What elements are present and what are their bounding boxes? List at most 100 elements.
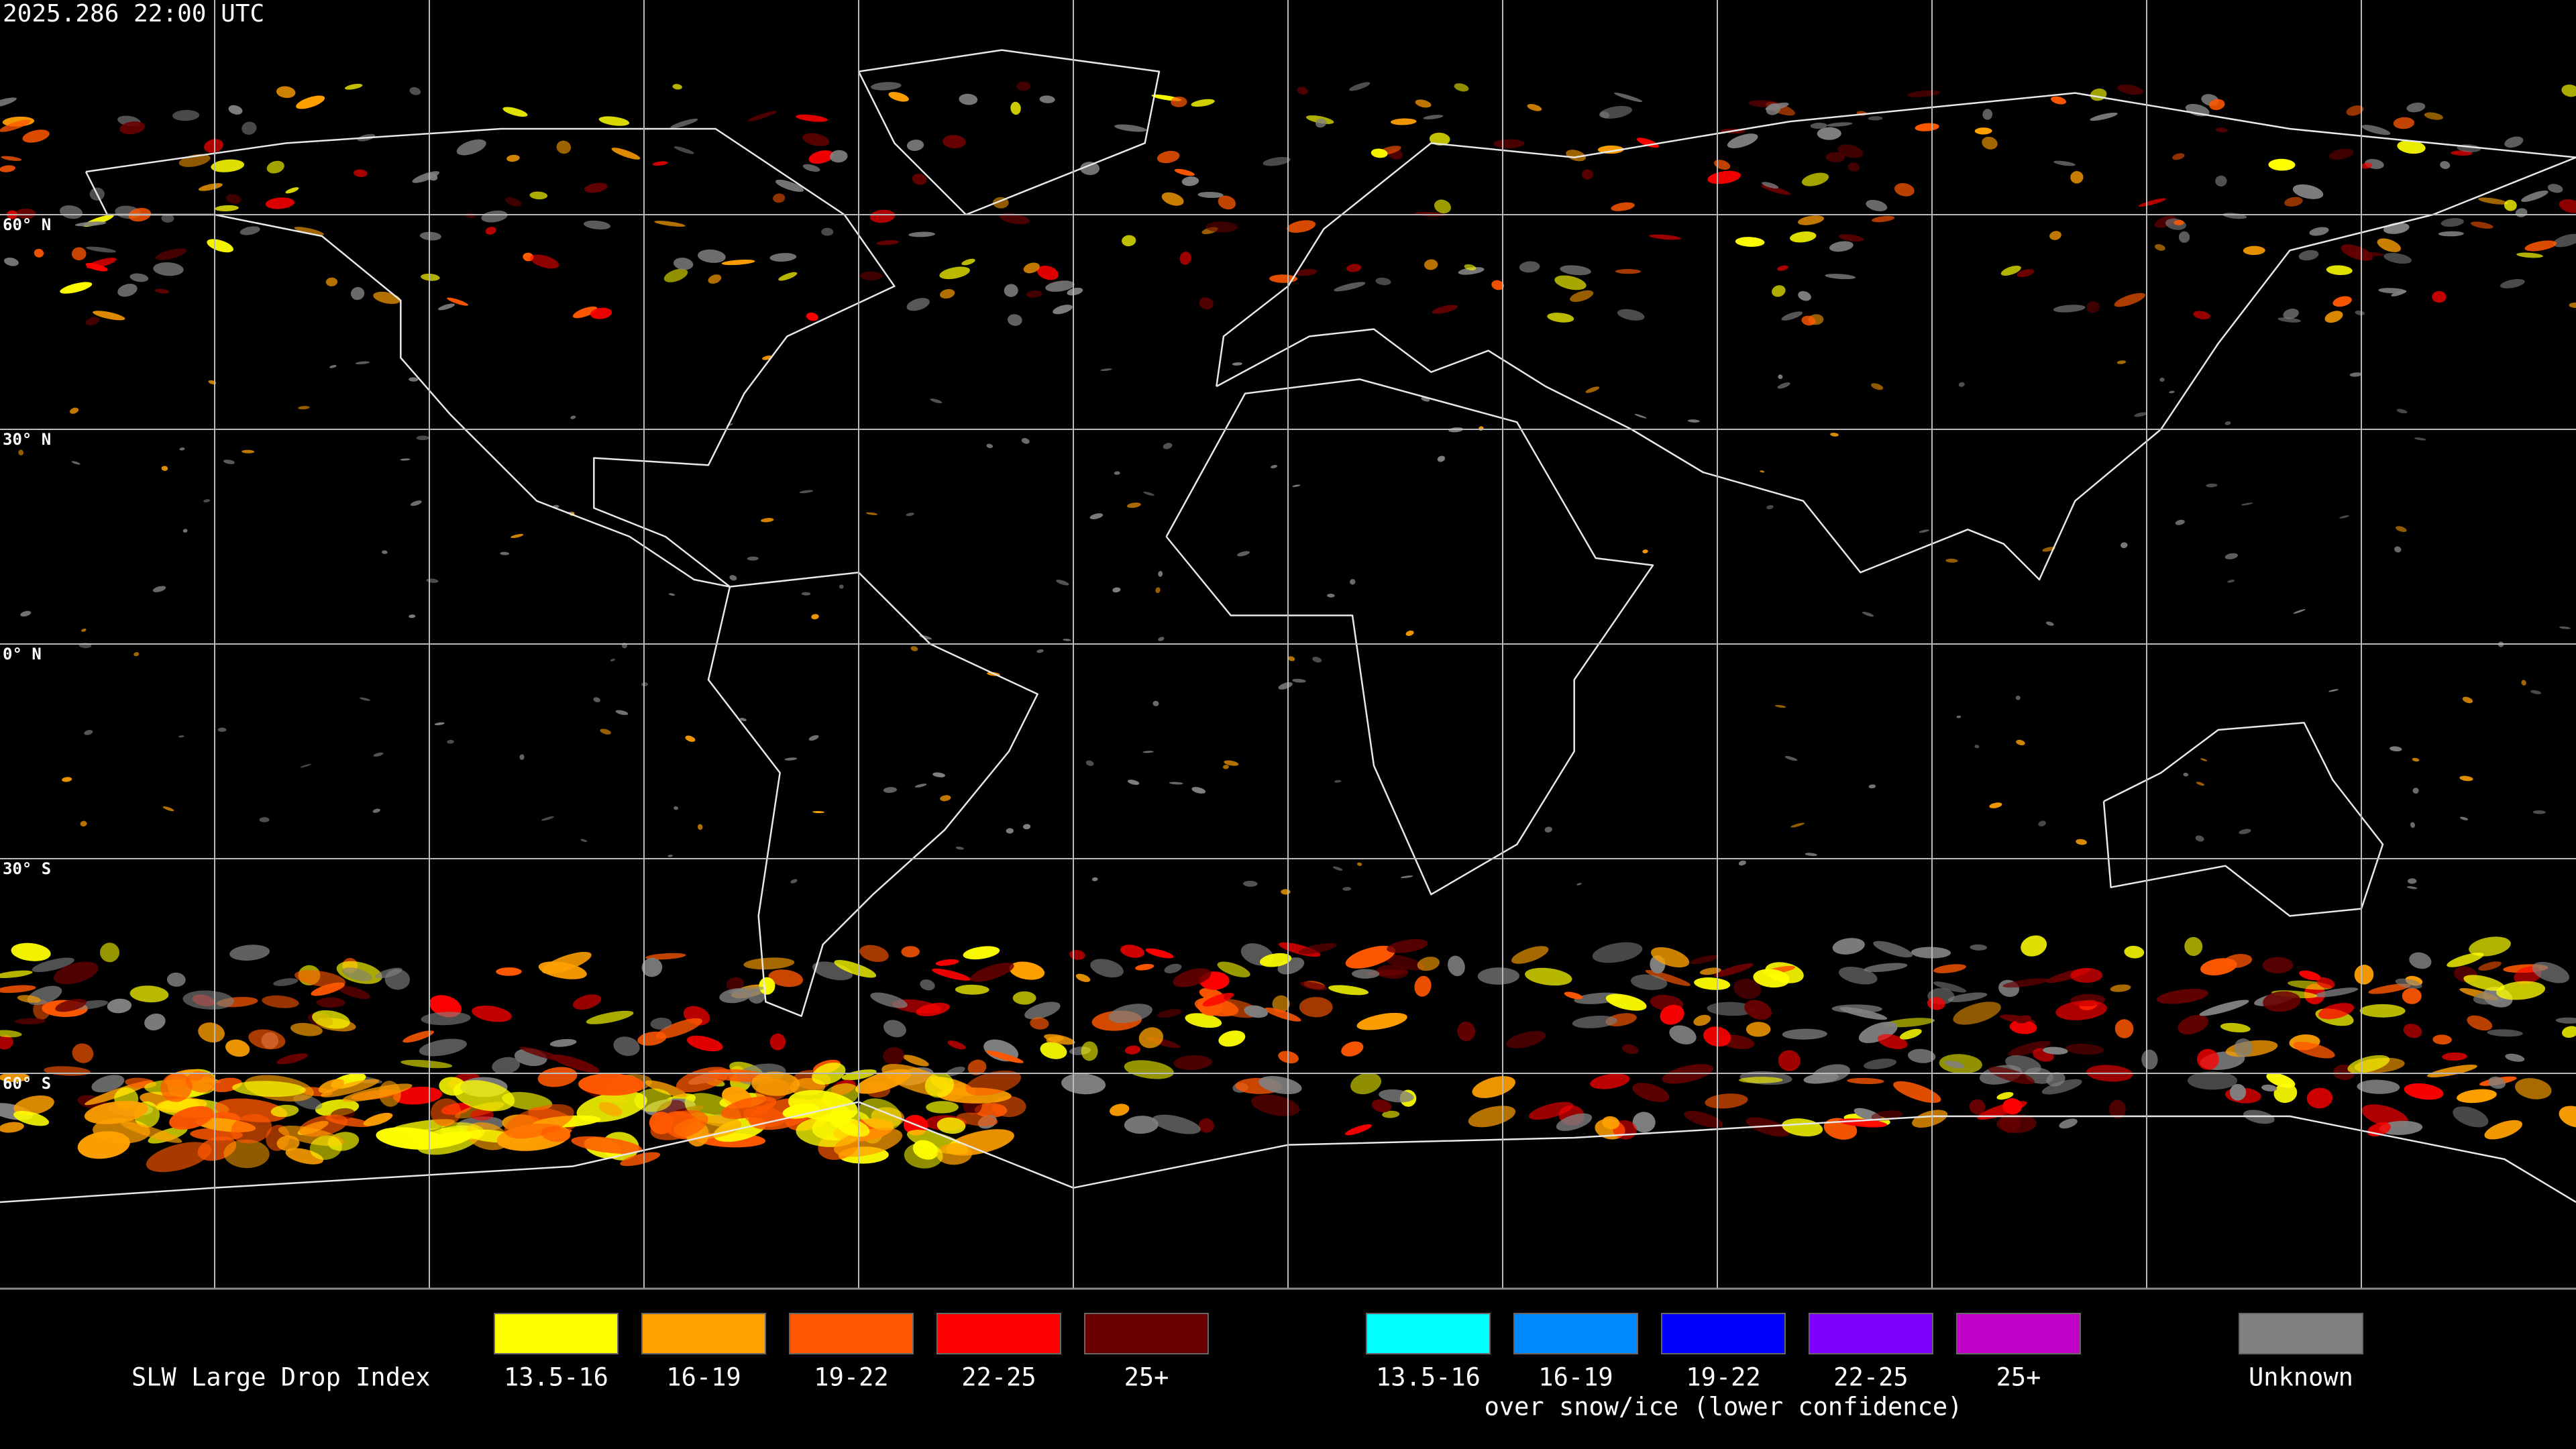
cloud-patch (883, 1046, 905, 1065)
cloud-patch (935, 959, 959, 966)
cloud-patch (1299, 997, 1333, 1018)
cloud-patch (1163, 443, 1173, 449)
cloud-patch (1063, 639, 1071, 641)
cloud-patch (402, 1030, 434, 1043)
cloud-patch (119, 121, 146, 135)
cloud-patch (708, 274, 722, 284)
cloud-patch (2463, 975, 2505, 991)
cloud-patch (2383, 253, 2412, 264)
cloud-patch (2041, 1079, 2082, 1095)
cloud-patch (1988, 1067, 2035, 1085)
cloud-patch (2424, 112, 2443, 120)
cloud-patch (2432, 290, 2447, 303)
cloud-patch (54, 961, 99, 985)
cloud-patch (2318, 1003, 2354, 1020)
cloud-patch (1350, 579, 1356, 585)
cloud-patch (2243, 246, 2265, 256)
cloud-patch (1298, 943, 1337, 955)
cloud-patch (2200, 758, 2208, 761)
cloud-patch (1390, 118, 1417, 125)
cloud-patch (99, 943, 119, 963)
cloud-patch (1803, 1073, 1839, 1084)
cloud-patch (2051, 96, 2067, 105)
cloud-patch (1982, 109, 1993, 120)
cloud-patch (62, 777, 72, 782)
cloud-patch (276, 86, 296, 99)
cloud-patch (504, 1104, 574, 1139)
cloud-patch (2224, 421, 2231, 425)
cloud-patch (2155, 244, 2165, 251)
cloud-patch (225, 1039, 250, 1057)
cloud-patch (1774, 704, 1786, 708)
cloud-patch (2174, 219, 2184, 225)
cloud-patch (241, 121, 257, 135)
cloud-patch (1218, 1030, 1246, 1047)
legend-swatch (936, 1313, 1061, 1354)
cloud-patch (2357, 1079, 2400, 1094)
cloud-patch (1829, 241, 1854, 252)
cloud-patch (2059, 1118, 2078, 1129)
cloud-patch (1023, 262, 1040, 274)
cloud-patch (2360, 162, 2373, 169)
cloud-patch (1053, 305, 1073, 315)
cloud-patch (248, 1029, 286, 1050)
cloud-patch (1645, 969, 1690, 986)
cloud-patch (84, 730, 93, 735)
cloud-patch (2090, 112, 2118, 121)
cloud-patch (2505, 1053, 2525, 1062)
cloud-patch (920, 979, 935, 991)
cloud-patch (2396, 409, 2408, 414)
cloud-patch (1344, 1124, 1372, 1136)
cloud-patch (1777, 265, 1788, 271)
cloud-patch (481, 210, 508, 223)
cloud-patch (2487, 1029, 2523, 1037)
cloud-patch (2516, 252, 2543, 258)
cloud-patch (1287, 656, 1295, 661)
cloud-patch (1868, 784, 1876, 789)
cloud-patch (338, 985, 370, 1000)
cloud-patch (836, 1118, 870, 1137)
cloud-patch (1424, 259, 1438, 270)
cloud-patch (2559, 626, 2571, 629)
cloud-patch (769, 1033, 786, 1051)
cloud-patch (153, 262, 184, 276)
cloud-patch (1334, 780, 1342, 783)
cloud-patch (637, 1031, 667, 1046)
cloud-patch (2121, 542, 2128, 549)
cloud-patch (2178, 231, 2190, 243)
cloud-patch (883, 1020, 906, 1038)
cloud-patch (1839, 1007, 1888, 1020)
cloud-patch (1945, 558, 1958, 563)
cloud-patch (1738, 860, 1746, 866)
cloud-patch (1022, 824, 1031, 830)
cloud-patch (1996, 1091, 2014, 1100)
cloud-patch (924, 1073, 955, 1098)
cloud-patch (2432, 1034, 2452, 1045)
cloud-patch (1244, 1005, 1269, 1018)
cloud-patch (179, 447, 185, 451)
cloud-patch (2553, 233, 2576, 248)
cloud-patch (2394, 546, 2402, 553)
cloud-patch (2402, 987, 2422, 1004)
cloud-patch (747, 556, 759, 561)
latitude-label: 30° N (3, 430, 51, 449)
cloud-patch (298, 406, 310, 410)
legend-label: 16-19 (1538, 1363, 1613, 1392)
cloud-patch (583, 220, 611, 230)
cloud-patch (615, 710, 629, 715)
cloud-patch (940, 288, 955, 299)
cloud-patch (1120, 945, 1145, 958)
cloud-patch (2515, 1078, 2552, 1099)
legend-swatch (789, 1313, 914, 1354)
cloud-patch (2002, 978, 2049, 988)
cloud-patch (2440, 218, 2464, 227)
cloud-patch (144, 1013, 166, 1030)
cloud-patch (1772, 285, 1786, 297)
cloud-patch (215, 1098, 288, 1122)
cloud-patch (1707, 1002, 1756, 1016)
cloud-patch (434, 722, 445, 726)
cloud-patch (17, 995, 41, 1003)
cloud-patch (641, 957, 663, 977)
cloud-patch (2521, 190, 2548, 202)
